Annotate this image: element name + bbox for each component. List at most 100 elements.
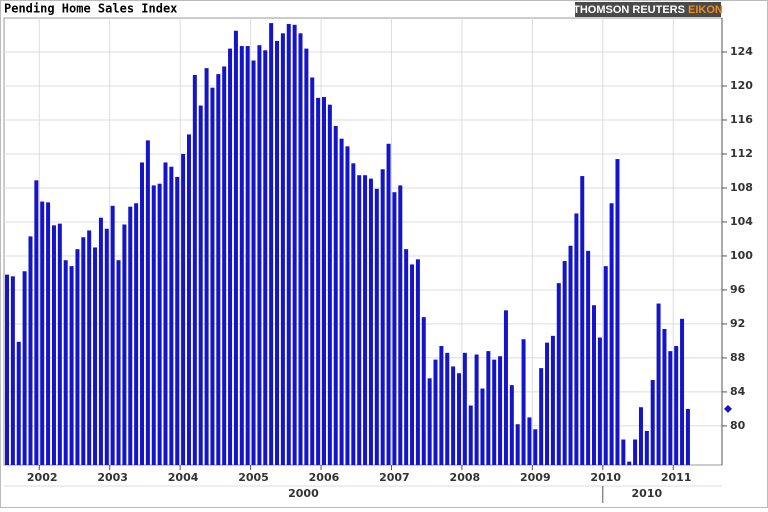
bar xyxy=(145,140,150,465)
bar xyxy=(104,228,109,465)
brand-box xyxy=(575,2,721,17)
bar xyxy=(609,203,614,466)
bar xyxy=(433,359,438,465)
bar xyxy=(627,461,632,465)
bar xyxy=(63,260,68,465)
y-tick-label: 120 xyxy=(730,79,753,92)
brand-text: THOMSON REUTERS xyxy=(573,4,688,16)
bar xyxy=(333,125,338,466)
bar xyxy=(527,417,532,465)
y-tick-label: 88 xyxy=(730,351,745,364)
y-tick-label: 84 xyxy=(730,385,746,398)
bar xyxy=(644,431,649,465)
bar xyxy=(633,439,638,465)
bar xyxy=(562,261,567,465)
x-group-label: 2000 xyxy=(288,487,319,500)
bar xyxy=(451,366,456,465)
bar xyxy=(509,385,514,465)
bar xyxy=(427,378,432,465)
bar xyxy=(5,274,9,465)
bar xyxy=(592,305,596,465)
bar xyxy=(116,260,121,465)
bar xyxy=(327,104,332,466)
bar xyxy=(128,206,133,466)
bar xyxy=(357,175,362,465)
bar xyxy=(574,213,579,465)
bar xyxy=(445,352,450,465)
bar xyxy=(415,259,420,465)
brand: THOMSON REUTERS EIKON xyxy=(573,4,723,16)
bar xyxy=(163,162,168,465)
bar xyxy=(198,105,203,465)
bar xyxy=(345,146,350,465)
y-tick-label: 116 xyxy=(730,113,753,126)
bar xyxy=(310,77,315,465)
bar xyxy=(204,68,209,465)
bar xyxy=(275,40,280,466)
x-tick-label: 2005 xyxy=(238,471,269,484)
bar xyxy=(680,318,685,465)
bar xyxy=(210,87,215,465)
bar xyxy=(239,46,244,465)
y-tick-label: 92 xyxy=(730,317,745,330)
bar xyxy=(245,46,250,465)
x-tick-label: 2006 xyxy=(309,471,340,484)
bar xyxy=(586,250,591,465)
bar xyxy=(263,50,268,465)
bar xyxy=(597,337,602,465)
bar xyxy=(22,271,27,465)
x-tick-label: 2002 xyxy=(27,471,58,484)
y-tick-label: 96 xyxy=(730,283,746,296)
bar xyxy=(93,247,98,465)
bar xyxy=(34,180,39,465)
x-group-label: 2010 xyxy=(632,487,663,500)
bar xyxy=(298,33,303,466)
bar xyxy=(157,183,162,465)
bar xyxy=(181,153,186,465)
bar xyxy=(98,217,103,465)
bar xyxy=(368,178,373,465)
bar xyxy=(316,97,321,465)
bar xyxy=(556,283,561,465)
bar xyxy=(251,60,256,466)
bar xyxy=(410,264,415,465)
bar xyxy=(10,276,15,465)
bar xyxy=(398,185,403,466)
bar xyxy=(186,134,191,465)
bar xyxy=(668,351,673,465)
bar xyxy=(374,188,379,466)
bar xyxy=(568,245,573,465)
bar xyxy=(456,373,461,465)
bar xyxy=(503,310,508,465)
brand-highlight: EIKON xyxy=(688,4,723,16)
bar xyxy=(580,176,585,465)
bar xyxy=(621,439,626,465)
bar xyxy=(222,66,227,466)
bar xyxy=(228,48,233,466)
bar xyxy=(480,388,485,465)
bar xyxy=(386,143,391,466)
bar xyxy=(339,138,344,465)
bar xyxy=(233,30,238,465)
bar xyxy=(638,407,643,465)
bar xyxy=(175,176,180,466)
y-tick-label: 108 xyxy=(730,181,753,194)
x-tick-label: 2008 xyxy=(450,471,481,484)
bar xyxy=(550,335,555,465)
bar xyxy=(603,266,608,465)
bar xyxy=(615,159,620,466)
bar xyxy=(81,237,86,465)
bar xyxy=(468,405,473,465)
x-tick-label: 2007 xyxy=(379,471,410,484)
bar xyxy=(439,346,444,465)
bar xyxy=(363,175,368,465)
bar xyxy=(515,424,520,465)
bar xyxy=(134,203,139,466)
last-value-marker xyxy=(724,404,732,413)
bar xyxy=(110,205,115,465)
bar xyxy=(169,166,174,465)
bar xyxy=(75,249,80,465)
bar xyxy=(533,429,538,465)
